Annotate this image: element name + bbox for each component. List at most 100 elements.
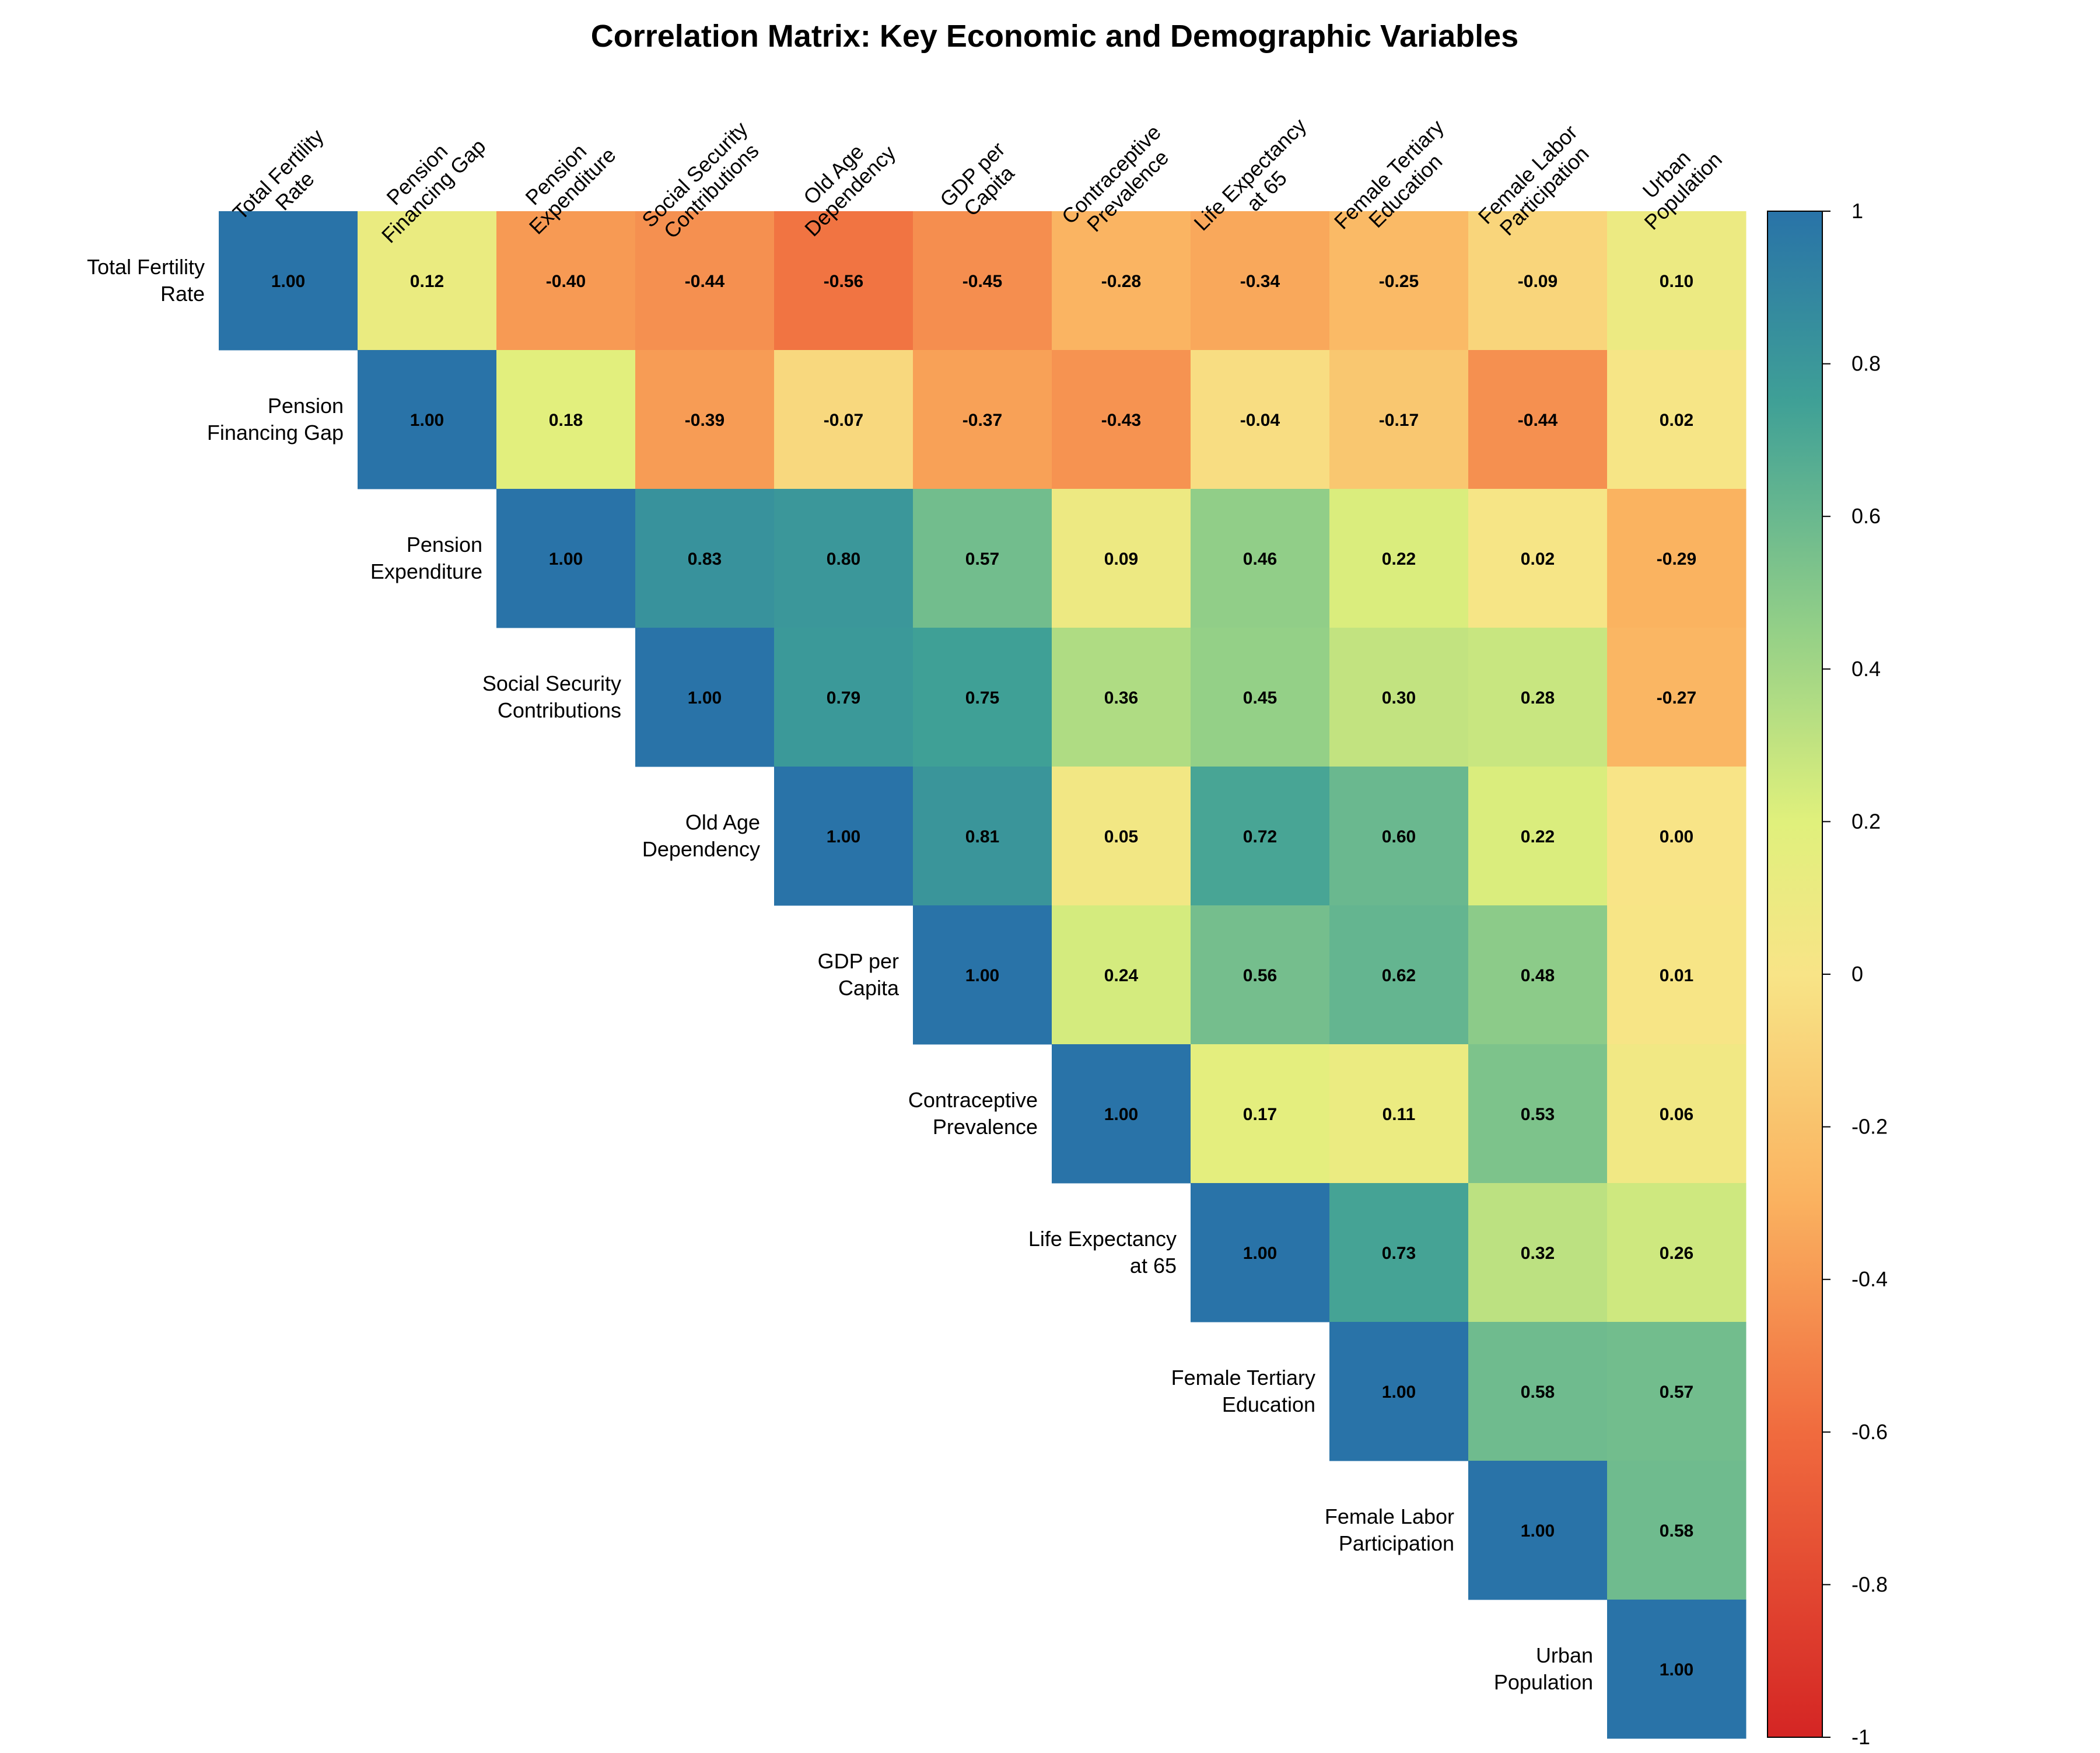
heatmap-cell <box>913 628 1052 767</box>
heatmap-cell <box>913 211 1052 351</box>
cell-value-label: 0.28 <box>1521 688 1555 708</box>
heatmap-cell <box>1191 905 1330 1045</box>
cell-value-label: 0.36 <box>1104 688 1138 708</box>
row-label: Old Age Dependency <box>642 810 760 861</box>
cell-value-label: 0.05 <box>1104 827 1138 846</box>
heatmap-cell <box>1607 350 1746 489</box>
row-label: Urban Population <box>1494 1643 1593 1694</box>
heatmap-cell <box>1191 211 1330 351</box>
heatmap-cell <box>1052 489 1191 628</box>
cell-value-label: -0.09 <box>1518 272 1558 291</box>
colorbar-tick-label: -0.2 <box>1852 1115 1888 1139</box>
heatmap-cell <box>1468 211 1608 351</box>
heatmap-cell <box>1191 767 1330 906</box>
heatmap-cell <box>1607 1044 1746 1184</box>
cell-value-label: -0.56 <box>824 272 863 291</box>
colorbar-tick-label: -0.8 <box>1852 1572 1888 1596</box>
cell-value-label: 0.18 <box>549 411 583 430</box>
cell-value-label: 1.00 <box>1104 1105 1138 1124</box>
cell-value-label: -0.44 <box>1518 411 1558 430</box>
heatmap-cell <box>1329 628 1469 767</box>
heatmap-cell <box>913 905 1052 1045</box>
heatmap-cell <box>635 489 775 628</box>
cell-value-label: 0.53 <box>1521 1105 1555 1124</box>
cell-value-label: 0.00 <box>1660 827 1693 846</box>
cell-value-label: -0.40 <box>546 272 586 291</box>
colorbar: -1 -0.8 -0.6 -0.4 -0.2 0 0.2 0.4 0.6 0.8 1 <box>1767 199 1888 1749</box>
cell-value-label: -0.34 <box>1240 272 1280 291</box>
row-label: Pension Expenditure <box>370 533 482 583</box>
cell-value-label: 0.22 <box>1521 827 1555 846</box>
heatmap-cell <box>1191 350 1330 489</box>
heatmap-cell <box>1607 1461 1746 1600</box>
colorbar-tick-label: 0 <box>1852 962 1863 986</box>
cell-value-label: -0.17 <box>1379 411 1419 430</box>
heatmap-cell <box>1607 628 1746 767</box>
cell-value-label: -0.27 <box>1657 688 1696 708</box>
heatmap-cell <box>1191 628 1330 767</box>
heatmap-cell <box>1468 1183 1608 1322</box>
cell-value-label: -0.29 <box>1657 550 1696 569</box>
heatmap-cell <box>1052 628 1191 767</box>
heatmap-cell <box>1468 1044 1608 1184</box>
cell-value-label: 1.00 <box>688 688 722 708</box>
cell-value-label: 0.11 <box>1382 1105 1416 1124</box>
heatmap-cell <box>1329 905 1469 1045</box>
cell-value-label: 1.00 <box>549 550 583 569</box>
cell-value-label: 0.45 <box>1243 688 1277 708</box>
heatmap-cell <box>1191 1044 1330 1184</box>
heatmap-cell <box>1329 489 1469 628</box>
cell-value-label: 1.00 <box>827 827 860 846</box>
cell-value-label: 0.06 <box>1660 1105 1693 1124</box>
cell-value-label: 0.01 <box>1660 966 1693 985</box>
cell-value-label: 1.00 <box>271 272 305 291</box>
heatmap-cell <box>1052 767 1191 906</box>
heatmap-cell <box>1052 350 1191 489</box>
chart-title: Correlation Matrix: Key Economic and Dem… <box>591 19 1518 54</box>
heatmap-cell <box>496 350 636 489</box>
heatmap-cell <box>635 350 775 489</box>
cell-value-label: 0.48 <box>1521 966 1555 985</box>
heatmap-cell <box>1052 1044 1191 1184</box>
cell-value-label: 0.30 <box>1382 688 1416 708</box>
heatmap-cell <box>774 211 914 351</box>
heatmap-cell <box>1607 767 1746 906</box>
cell-value-label: 1.00 <box>410 411 444 430</box>
heatmap-cell <box>1607 1600 1746 1739</box>
colorbar-tick-label: 0.4 <box>1852 657 1881 681</box>
colorbar-tick-label: -1 <box>1852 1725 1870 1749</box>
cell-value-label: 0.57 <box>1660 1383 1693 1402</box>
cell-value-label: 0.57 <box>965 550 999 569</box>
heatmap-cells: 1.00 0.12 -0.40 -0.44 -0.56 -0.45 -0.28 -0.34 -0… <box>219 211 1746 1739</box>
cell-value-label: 0.79 <box>827 688 860 708</box>
cell-value-label: 0.75 <box>965 688 999 708</box>
row-label: Total Fertility Rate <box>87 255 205 306</box>
heatmap-cell <box>1329 767 1469 906</box>
heatmap-cell <box>358 211 497 351</box>
cell-value-label: 1.00 <box>1660 1660 1693 1679</box>
cell-value-label: 1.00 <box>1382 1383 1416 1402</box>
cell-value-label: 0.58 <box>1660 1521 1693 1541</box>
cell-value-label: 0.02 <box>1660 411 1693 430</box>
cell-value-label: 0.72 <box>1243 827 1277 846</box>
row-label: Female Labor Participation <box>1325 1504 1454 1555</box>
heatmap-cell <box>1191 489 1330 628</box>
cell-value-label: 0.83 <box>688 550 722 569</box>
cell-value-label: 1.00 <box>1243 1244 1277 1263</box>
cell-value-label: -0.39 <box>685 411 724 430</box>
row-label: Contraceptive Prevalence <box>908 1088 1038 1139</box>
heatmap-cell <box>913 767 1052 906</box>
colorbar-tick-label: 1 <box>1852 199 1863 223</box>
cell-value-label: 0.22 <box>1382 550 1416 569</box>
row-label: Social Security Contributions <box>482 671 621 722</box>
heatmap-cell <box>1468 1322 1608 1461</box>
colorbar-tick-label: -0.6 <box>1852 1420 1888 1444</box>
cell-value-label: -0.45 <box>963 272 1002 291</box>
heatmap-cell <box>1052 905 1191 1045</box>
colorbar-tick-label: -0.4 <box>1852 1267 1888 1291</box>
cell-value-label: 0.58 <box>1521 1383 1555 1402</box>
heatmap-cell <box>1191 1183 1330 1322</box>
colorbar-tick-label: 0.2 <box>1852 809 1881 833</box>
heatmap-cell <box>1607 1322 1746 1461</box>
heatmap-cell <box>496 211 636 351</box>
